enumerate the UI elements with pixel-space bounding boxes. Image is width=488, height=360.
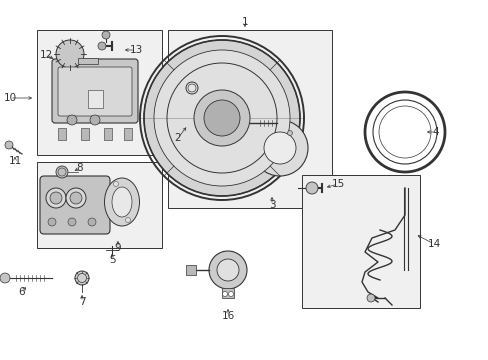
- Circle shape: [56, 40, 84, 68]
- Circle shape: [154, 50, 289, 186]
- Bar: [222, 288, 234, 298]
- Circle shape: [70, 192, 82, 204]
- Circle shape: [56, 166, 68, 178]
- Text: 8: 8: [77, 163, 83, 173]
- Bar: [37, 30, 162, 155]
- Text: 16: 16: [221, 311, 234, 321]
- Circle shape: [287, 130, 292, 135]
- Circle shape: [46, 188, 66, 208]
- Bar: [81, 128, 89, 140]
- Circle shape: [222, 292, 227, 297]
- Text: 4: 4: [432, 127, 438, 137]
- Circle shape: [68, 218, 76, 226]
- Circle shape: [0, 273, 10, 283]
- Circle shape: [185, 82, 198, 94]
- Ellipse shape: [112, 187, 132, 217]
- Bar: [88, 90, 103, 108]
- Circle shape: [228, 292, 233, 297]
- FancyBboxPatch shape: [58, 67, 132, 116]
- Circle shape: [50, 192, 62, 204]
- Circle shape: [217, 259, 239, 281]
- Bar: [58, 128, 66, 140]
- Text: 7: 7: [79, 297, 85, 307]
- Text: 14: 14: [427, 239, 440, 249]
- Circle shape: [305, 182, 317, 194]
- Circle shape: [66, 188, 86, 208]
- Bar: [104, 128, 112, 140]
- Circle shape: [90, 115, 100, 125]
- FancyBboxPatch shape: [52, 59, 138, 123]
- FancyBboxPatch shape: [40, 176, 110, 234]
- Bar: [78, 58, 98, 64]
- Text: 9: 9: [115, 243, 121, 253]
- Text: 11: 11: [8, 156, 21, 166]
- Ellipse shape: [104, 178, 139, 226]
- Text: 3: 3: [268, 200, 275, 210]
- Circle shape: [208, 251, 246, 289]
- Circle shape: [125, 217, 130, 222]
- Circle shape: [67, 115, 77, 125]
- Circle shape: [102, 31, 110, 39]
- Circle shape: [113, 181, 118, 186]
- Text: 15: 15: [331, 179, 344, 189]
- Circle shape: [88, 218, 96, 226]
- Bar: [37, 162, 162, 248]
- Text: 13: 13: [129, 45, 142, 55]
- Text: 5: 5: [108, 255, 115, 265]
- Circle shape: [5, 141, 13, 149]
- Bar: [302, 175, 419, 308]
- Bar: [185, 265, 196, 275]
- Circle shape: [75, 271, 89, 285]
- Circle shape: [203, 100, 240, 136]
- Circle shape: [143, 40, 299, 196]
- Bar: [124, 128, 132, 140]
- Text: 6: 6: [19, 287, 25, 297]
- Circle shape: [98, 42, 106, 50]
- Circle shape: [194, 90, 249, 146]
- Text: 1: 1: [241, 17, 248, 27]
- Circle shape: [264, 132, 295, 164]
- Circle shape: [48, 218, 56, 226]
- Text: 2: 2: [174, 133, 181, 143]
- Text: 10: 10: [3, 93, 17, 103]
- Circle shape: [366, 294, 374, 302]
- Text: 12: 12: [40, 50, 53, 60]
- Bar: [168, 30, 331, 208]
- Circle shape: [251, 120, 307, 176]
